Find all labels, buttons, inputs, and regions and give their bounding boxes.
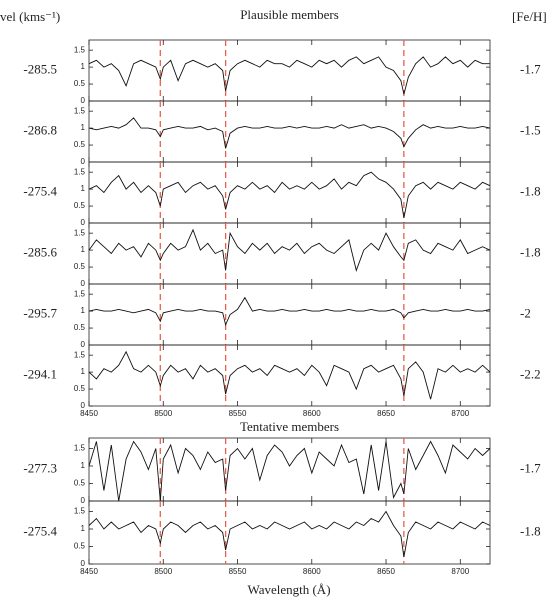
spectrum bbox=[88, 440, 491, 502]
feh-label: -1.7 bbox=[520, 460, 541, 475]
feh-label: -1.7 bbox=[520, 61, 541, 76]
y-tick-label: 1 bbox=[81, 62, 86, 71]
y-tick-label: 1 bbox=[81, 245, 86, 254]
panel-frame bbox=[88, 283, 491, 346]
y-tick-label: 0.5 bbox=[74, 384, 86, 393]
velocity-label: -285.5 bbox=[23, 61, 57, 76]
y-tick-label: 1.5 bbox=[74, 167, 86, 176]
y-tick-label: 0 bbox=[81, 218, 86, 227]
y-tick-label: 0.5 bbox=[74, 479, 86, 488]
group-title: Plausible members bbox=[240, 7, 339, 22]
x-tick-label: 8550 bbox=[229, 409, 247, 418]
feh-label: -2 bbox=[520, 305, 531, 320]
velocity-label: -277.3 bbox=[23, 460, 57, 475]
y-tick-label: 0 bbox=[81, 96, 86, 105]
velocity-label: -294.1 bbox=[23, 366, 57, 381]
y-tick-label: 1 bbox=[81, 306, 86, 315]
y-tick-label: 1 bbox=[81, 367, 86, 376]
y-tick-label: 0.5 bbox=[74, 262, 86, 271]
y-tick-label: 0 bbox=[81, 340, 86, 349]
feh-label: -1.8 bbox=[520, 183, 541, 198]
feh-label: -1.8 bbox=[520, 523, 541, 538]
y-tick-label: 1.5 bbox=[74, 289, 86, 298]
panel-frame bbox=[88, 500, 491, 565]
velocity-label: -275.4 bbox=[23, 183, 57, 198]
group-title: Tentative members bbox=[240, 419, 339, 434]
spectrum bbox=[88, 296, 491, 327]
y-tick-label: 0 bbox=[81, 279, 86, 288]
y-tick-label: 1.5 bbox=[74, 444, 86, 453]
velocity-label: -285.6 bbox=[23, 244, 57, 259]
x-tick-label: 8650 bbox=[377, 567, 395, 576]
panel-frame bbox=[88, 161, 491, 224]
spectrum bbox=[88, 171, 491, 218]
x-tick-label: 8700 bbox=[451, 567, 469, 576]
x-tick-label: 8450 bbox=[80, 567, 98, 576]
spectrum bbox=[88, 510, 491, 558]
spectrum bbox=[88, 117, 491, 149]
feh-label: -1.5 bbox=[520, 122, 541, 137]
y-tick-label: 0 bbox=[81, 401, 86, 410]
feh-label: -1.8 bbox=[520, 244, 541, 259]
spectrum bbox=[88, 56, 490, 95]
panel-frame bbox=[88, 39, 491, 102]
velocity-label: -275.4 bbox=[23, 523, 57, 538]
velocity-label: -286.8 bbox=[23, 122, 57, 137]
y-tick-label: 1.5 bbox=[74, 507, 86, 516]
y-tick-label: 1.5 bbox=[74, 106, 86, 115]
panel-frame bbox=[88, 100, 491, 163]
y-tick-label: 0.5 bbox=[74, 201, 86, 210]
y-tick-label: 0.5 bbox=[74, 79, 86, 88]
x-tick-label: 8700 bbox=[451, 409, 469, 418]
feh-label: -2.2 bbox=[520, 366, 541, 381]
x-tick-label: 8550 bbox=[229, 567, 247, 576]
panel-frame bbox=[88, 437, 491, 502]
x-tick-label: 8600 bbox=[303, 567, 321, 576]
y-tick-label: 0 bbox=[81, 496, 86, 505]
x-tick-label: 8500 bbox=[154, 567, 172, 576]
velocity-label: -295.7 bbox=[23, 305, 57, 320]
y-tick-label: 0.5 bbox=[74, 323, 86, 332]
y-tick-label: 0 bbox=[81, 157, 86, 166]
y-tick-label: 1 bbox=[81, 524, 86, 533]
y-tick-label: 1.5 bbox=[74, 228, 86, 237]
y-tick-label: 1 bbox=[81, 123, 86, 132]
y-tick-label: 0 bbox=[81, 559, 86, 568]
y-tick-label: 1 bbox=[81, 461, 86, 470]
x-tick-label: 8450 bbox=[80, 409, 98, 418]
spectrum bbox=[88, 350, 491, 400]
x-axis-label: Wavelength (Å) bbox=[247, 582, 330, 597]
y-tick-label: 1 bbox=[81, 184, 86, 193]
panel-frame bbox=[88, 344, 491, 407]
y-tick-label: 1.5 bbox=[74, 350, 86, 359]
feh-header: [Fe/H] bbox=[512, 9, 547, 24]
y-tick-label: 1.5 bbox=[74, 45, 86, 54]
velocity-header: vel (kms⁻¹) bbox=[0, 9, 60, 24]
spectrum bbox=[88, 228, 491, 272]
x-tick-label: 8650 bbox=[377, 409, 395, 418]
x-tick-label: 8500 bbox=[154, 409, 172, 418]
y-tick-label: 0.5 bbox=[74, 140, 86, 149]
y-tick-label: 0.5 bbox=[74, 542, 86, 551]
x-tick-label: 8600 bbox=[303, 409, 321, 418]
